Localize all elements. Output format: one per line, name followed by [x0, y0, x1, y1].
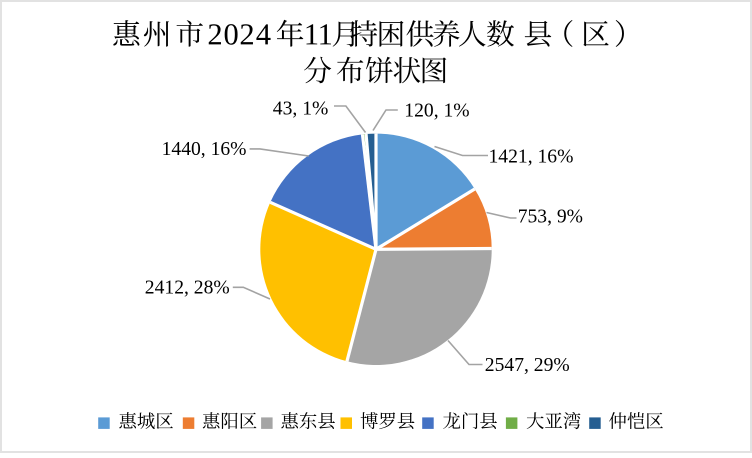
- svg-text:2412, 28%: 2412, 28%: [145, 277, 230, 298]
- svg-text:753, 9%: 753, 9%: [518, 206, 583, 227]
- svg-text:2547, 29%: 2547, 29%: [485, 355, 570, 376]
- svg-text:43, 1%: 43, 1%: [273, 99, 329, 120]
- svg-text:1421, 16%: 1421, 16%: [489, 146, 574, 167]
- svg-text:120, 1%: 120, 1%: [404, 100, 469, 121]
- svg-text:1440, 16%: 1440, 16%: [162, 139, 247, 160]
